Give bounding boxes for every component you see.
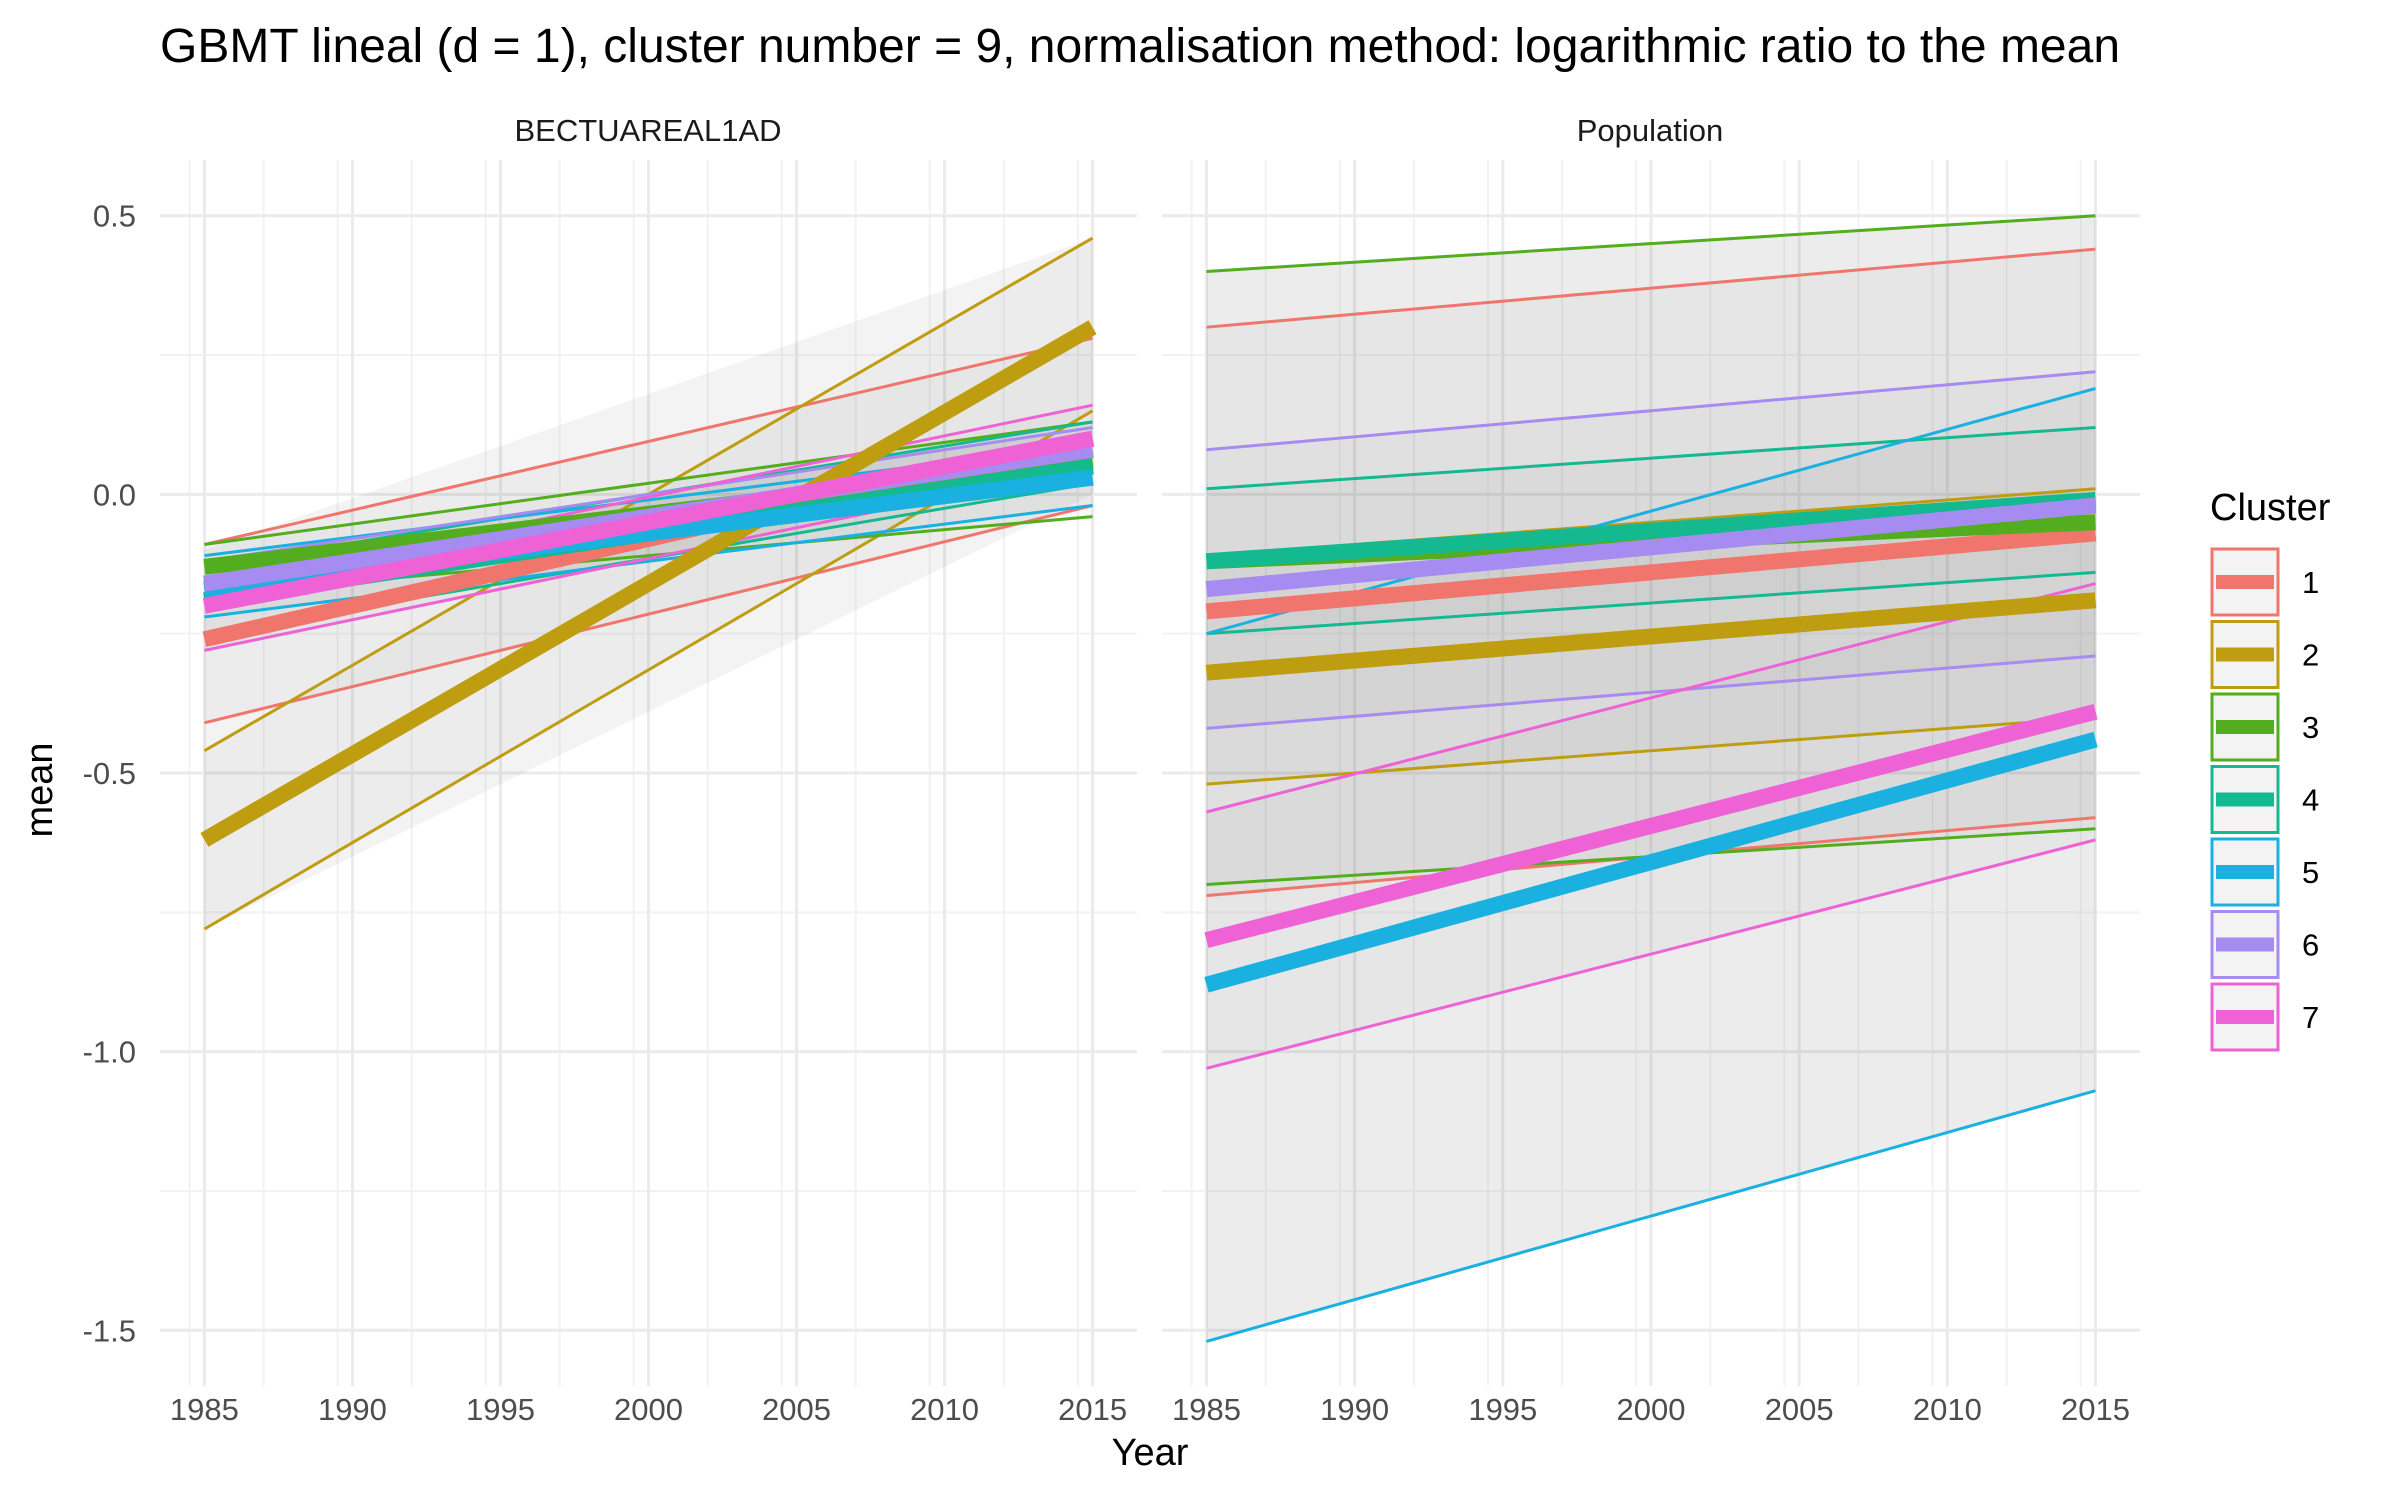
x-tick-label: 2010 — [1913, 1392, 1982, 1427]
x-tick-label: 2015 — [1058, 1392, 1127, 1427]
x-tick-label: 1990 — [1320, 1392, 1389, 1427]
cluster-5-band-line — [1206, 1089, 2096, 1343]
cluster-4-band-line — [1206, 570, 2096, 636]
panel-1-plot-area — [160, 160, 1137, 1386]
legend-key-5 — [2210, 837, 2280, 907]
legend-label: 3 — [2302, 710, 2319, 745]
x-tick-label: 2005 — [1765, 1392, 1834, 1427]
cluster-5-mean-line — [1204, 731, 2098, 993]
x-tick-label: 1995 — [1468, 1392, 1537, 1427]
panel-2-strip-label: Population — [1577, 113, 1724, 148]
y-tick-label: 0.0 — [93, 477, 136, 512]
panel-1-strip-label: BECTUAREAL1AD — [514, 113, 781, 148]
cluster-7-band-line — [1206, 582, 2096, 814]
panel-2-plot-area — [1162, 160, 2140, 1386]
cluster-3-band-line — [204, 420, 1093, 547]
cluster-6-band-line — [1206, 654, 2096, 730]
cluster-6-band-line — [204, 426, 1093, 563]
x-tick-label: 1990 — [318, 1392, 387, 1427]
cluster-1-band-line — [204, 504, 1093, 725]
y-tick-label: -1.0 — [83, 1035, 136, 1070]
cluster-6-mean-line — [1205, 497, 2097, 598]
chart-title: GBMT lineal (d = 1), cluster number = 9,… — [160, 20, 2120, 73]
cluster-2-mean-line — [1205, 592, 2097, 681]
legend-title: Cluster — [2210, 487, 2331, 529]
legend-key-1 — [2210, 547, 2280, 617]
legend-label: 7 — [2302, 1000, 2319, 1035]
cluster-7-mean-line — [1204, 703, 2098, 948]
legend-key-6 — [2210, 910, 2280, 979]
legend-key-3 — [2210, 692, 2280, 762]
x-tick-label: 1985 — [170, 1392, 239, 1427]
x-tick-label: 1995 — [466, 1392, 535, 1427]
confidence-band-outer — [1206, 215, 2096, 1342]
x-tick-label: 2000 — [1617, 1392, 1686, 1427]
legend-label: 5 — [2302, 855, 2319, 890]
y-tick-label: 0.5 — [93, 199, 136, 234]
legend-key-4 — [2210, 765, 2280, 834]
x-axis-title: Year — [1112, 1432, 1189, 1474]
cluster-4-band-line — [1206, 425, 2096, 491]
x-tick-label: 1985 — [1172, 1392, 1241, 1427]
x-axis-tick-labels: 1985 1990 1995 2000 2005 2010 2015 1985 1990 1995… — [170, 1392, 2130, 1427]
y-axis-tick-labels: 0.5 0.0 -0.5 -1.0 -1.5 — [83, 199, 136, 1349]
cluster-7-mean-line — [202, 430, 1095, 614]
cluster-7-band-line — [1206, 838, 2096, 1070]
legend-label: 6 — [2302, 928, 2319, 963]
cluster-1-mean-line — [1205, 525, 2097, 620]
x-tick-label: 2005 — [762, 1392, 831, 1427]
y-tick-label: -0.5 — [83, 756, 136, 791]
legend: 1 2 3 4 5 6 7 — [2210, 547, 2319, 1052]
x-tick-label: 2000 — [614, 1392, 683, 1427]
legend-label: 4 — [2302, 783, 2319, 818]
cluster-6-band-line — [1206, 370, 2096, 452]
cluster-4-mean-line — [1205, 491, 2097, 570]
cluster-1-band-line — [204, 336, 1093, 546]
legend-label: 2 — [2302, 638, 2319, 673]
legend-label: 1 — [2302, 565, 2319, 600]
cluster-1-band-line — [1206, 247, 2096, 329]
legend-key-2 — [2210, 620, 2280, 689]
legend-key-7 — [2210, 982, 2280, 1052]
y-axis-title: mean — [19, 742, 61, 837]
cluster-2-mean-line — [200, 320, 1097, 847]
x-tick-label: 2010 — [910, 1392, 979, 1427]
x-tick-label: 2015 — [2061, 1392, 2130, 1427]
y-tick-label: -1.5 — [83, 1313, 136, 1348]
cluster-3-band-line — [1206, 214, 2096, 273]
